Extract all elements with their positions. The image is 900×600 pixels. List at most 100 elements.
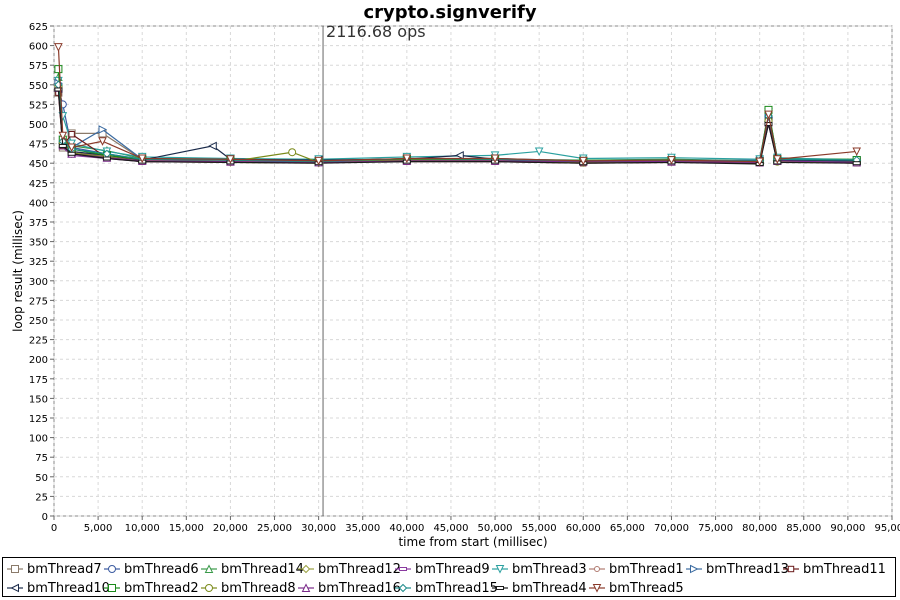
- x-tick-label: 15,000: [169, 523, 204, 534]
- legend-swatch: [7, 583, 23, 593]
- legend-label: bmThread15: [415, 580, 498, 596]
- data-point: [67, 151, 76, 156]
- legend-item: bmThread12: [298, 559, 401, 579]
- data-point: [402, 154, 412, 164]
- data-point: [54, 65, 63, 74]
- chart-title: crypto.signverify: [363, 2, 536, 23]
- legend-swatch: [7, 565, 23, 573]
- x-tick-label: 45,000: [433, 523, 468, 534]
- x-axis-title: time from start (millisec): [398, 535, 547, 549]
- y-tick-label: 200: [29, 355, 48, 366]
- legend-swatch: [201, 564, 217, 573]
- x-tick-label: 75,000: [698, 523, 733, 534]
- y-tick-label: 425: [29, 179, 48, 190]
- legend-row: bmThread10 bmThread2 bmThread8 bmThread16 bm…: [3, 578, 895, 598]
- legend-swatch: [686, 564, 702, 574]
- y-tick-label: 525: [29, 100, 48, 111]
- y-tick-label: 100: [29, 434, 48, 445]
- y-tick-label: 175: [29, 375, 48, 386]
- y-tick-label: 475: [29, 140, 48, 151]
- legend-swatch: [395, 567, 411, 571]
- data-point: [578, 156, 588, 166]
- legend-label: bmThread5: [609, 580, 684, 596]
- y-tick-label: 25: [35, 492, 48, 503]
- data-point: [764, 122, 773, 126]
- legend-swatch: [492, 565, 508, 574]
- x-tick-label: 80,000: [742, 523, 777, 534]
- y-tick-label: 400: [29, 198, 48, 209]
- legend-label: bmThread11: [803, 561, 886, 577]
- legend-label: bmThread9: [415, 561, 490, 577]
- legend-label: bmThread6: [124, 561, 199, 577]
- y-tick-label: 300: [29, 277, 48, 288]
- y-tick-label: 500: [29, 120, 48, 131]
- legend-label: bmThread7: [27, 561, 102, 577]
- y-tick-label: 50: [35, 473, 48, 484]
- y-tick-label: 0: [42, 512, 48, 523]
- legend-item: bmThread10: [7, 578, 110, 598]
- legend-item: bmThread15: [395, 578, 498, 598]
- legend-item: bmThread6: [104, 559, 199, 579]
- x-tick-label: 40,000: [389, 523, 424, 534]
- x-tick-label: 25,000: [257, 523, 292, 534]
- y-tick-label: 225: [29, 336, 48, 347]
- data-point: [852, 161, 861, 166]
- x-tick-label: 50,000: [478, 523, 513, 534]
- legend-item: bmThread9: [395, 559, 490, 579]
- data-point: [102, 156, 111, 161]
- legend-swatch: [589, 566, 605, 572]
- data-point: [314, 156, 323, 166]
- x-tick-label: 70,000: [654, 523, 689, 534]
- x-tick-label: 30,000: [301, 523, 336, 534]
- y-tick-label: 350: [29, 238, 48, 249]
- x-tick-label: 55,000: [522, 523, 557, 534]
- x-tick-label: 0: [51, 523, 57, 534]
- x-tick-label: 5,000: [84, 523, 113, 534]
- data-point: [773, 155, 782, 164]
- legend-label: bmThread16: [318, 580, 401, 596]
- legend-item: bmThread14: [201, 559, 304, 579]
- y-tick-label: 325: [29, 257, 48, 268]
- legend-swatch: [492, 586, 508, 590]
- data-point: [667, 156, 676, 165]
- legend-item: bmThread3: [492, 559, 587, 579]
- x-axis: 0 5,000 10,000 15,000 20,000 25,000 30,000 35,0…: [51, 516, 900, 534]
- series-bmThread5: [54, 43, 862, 167]
- x-tick-label: 90,000: [830, 523, 865, 534]
- legend-label: bmThread4: [512, 580, 587, 596]
- legend-item: bmThread16: [298, 578, 401, 598]
- data-point: [67, 143, 76, 153]
- x-tick-label: 95,000: [875, 523, 900, 534]
- legend-item: bmThread4: [492, 578, 587, 598]
- data-point: [755, 157, 764, 167]
- y-tick-label: 75: [35, 453, 48, 464]
- data-point: [852, 147, 862, 157]
- legend-row: bmThread7 bmThread6 bmThread14 bmThread12 bm…: [3, 559, 895, 579]
- data-point: [54, 87, 63, 92]
- y-tick-label: 600: [29, 42, 48, 53]
- legend-swatch: [104, 584, 120, 592]
- data-point: [98, 125, 108, 134]
- data-point: [137, 154, 147, 164]
- data-point: [534, 147, 544, 157]
- data-point: [54, 43, 63, 52]
- legend-item: bmThread8: [201, 578, 296, 598]
- data-point: [208, 141, 217, 151]
- legend-label: bmThread3: [512, 561, 587, 577]
- y-tick-label: 550: [29, 81, 48, 92]
- data-point: [288, 148, 297, 157]
- legend-swatch: [104, 565, 120, 573]
- x-tick-label: 65,000: [610, 523, 645, 534]
- data-point: [490, 154, 500, 164]
- legend-item: bmThread2: [104, 578, 199, 598]
- y-tick-label: 275: [29, 296, 48, 307]
- series-layer: [53, 43, 862, 168]
- legend-label: bmThread14: [221, 561, 304, 577]
- legend-item: bmThread7: [7, 559, 102, 579]
- legend-item: bmThread11: [783, 559, 886, 579]
- y-tick-label: 575: [29, 61, 48, 72]
- legend-swatch: [395, 583, 411, 593]
- legend-swatch: [201, 584, 217, 592]
- x-tick-label: 20,000: [213, 523, 248, 534]
